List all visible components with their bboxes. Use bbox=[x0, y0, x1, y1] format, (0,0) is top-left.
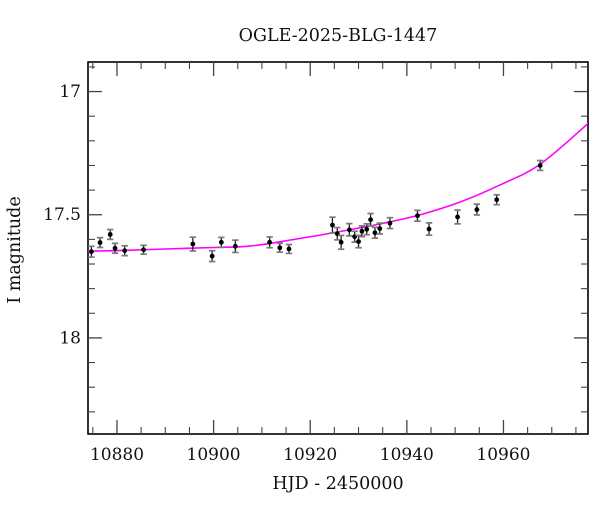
data-point bbox=[267, 239, 273, 245]
data-point bbox=[455, 214, 460, 220]
data-point bbox=[112, 245, 118, 251]
data-point bbox=[122, 248, 128, 254]
data-point bbox=[141, 247, 146, 253]
data-point bbox=[346, 227, 352, 233]
data-point bbox=[377, 226, 383, 231]
x-tick-label: 10880 bbox=[90, 445, 144, 465]
data-point bbox=[494, 197, 500, 203]
data-point bbox=[368, 217, 374, 223]
plot-frame bbox=[87, 61, 589, 435]
data-point bbox=[88, 249, 94, 255]
y-axis-label: I magnitude bbox=[5, 196, 25, 303]
data-point bbox=[209, 253, 215, 259]
x-axis-label: HJD - 2450000 bbox=[272, 474, 403, 494]
data-point bbox=[107, 232, 113, 237]
data-point bbox=[97, 240, 103, 245]
y-tick-label: 17 bbox=[59, 82, 81, 102]
data-point bbox=[338, 239, 344, 245]
data-point bbox=[415, 213, 420, 219]
data-point bbox=[537, 163, 543, 168]
y-tick-label: 18 bbox=[59, 328, 81, 348]
data-point bbox=[474, 207, 480, 212]
data-point bbox=[359, 228, 365, 234]
data-point bbox=[387, 220, 393, 226]
data-point bbox=[277, 245, 283, 251]
data-point bbox=[426, 226, 432, 232]
x-tick-label: 10940 bbox=[380, 445, 434, 465]
data-point bbox=[190, 241, 196, 247]
data-point bbox=[372, 230, 378, 236]
data-point bbox=[364, 226, 370, 232]
data-point bbox=[218, 239, 224, 245]
data-point bbox=[286, 246, 292, 252]
plot-title: OGLE-2025-BLG-1447 bbox=[239, 26, 438, 46]
x-tick-label: 10960 bbox=[476, 445, 530, 465]
data-point bbox=[232, 243, 238, 249]
x-tick-label: 10900 bbox=[187, 445, 241, 465]
data-point bbox=[356, 239, 361, 244]
x-tick-label: 10920 bbox=[283, 445, 337, 465]
y-tick-label: 17.5 bbox=[43, 205, 81, 225]
plot-layer: 10880 10900 10920 10940 10960 17 17.5 18 bbox=[43, 61, 589, 465]
data-point bbox=[330, 222, 335, 228]
